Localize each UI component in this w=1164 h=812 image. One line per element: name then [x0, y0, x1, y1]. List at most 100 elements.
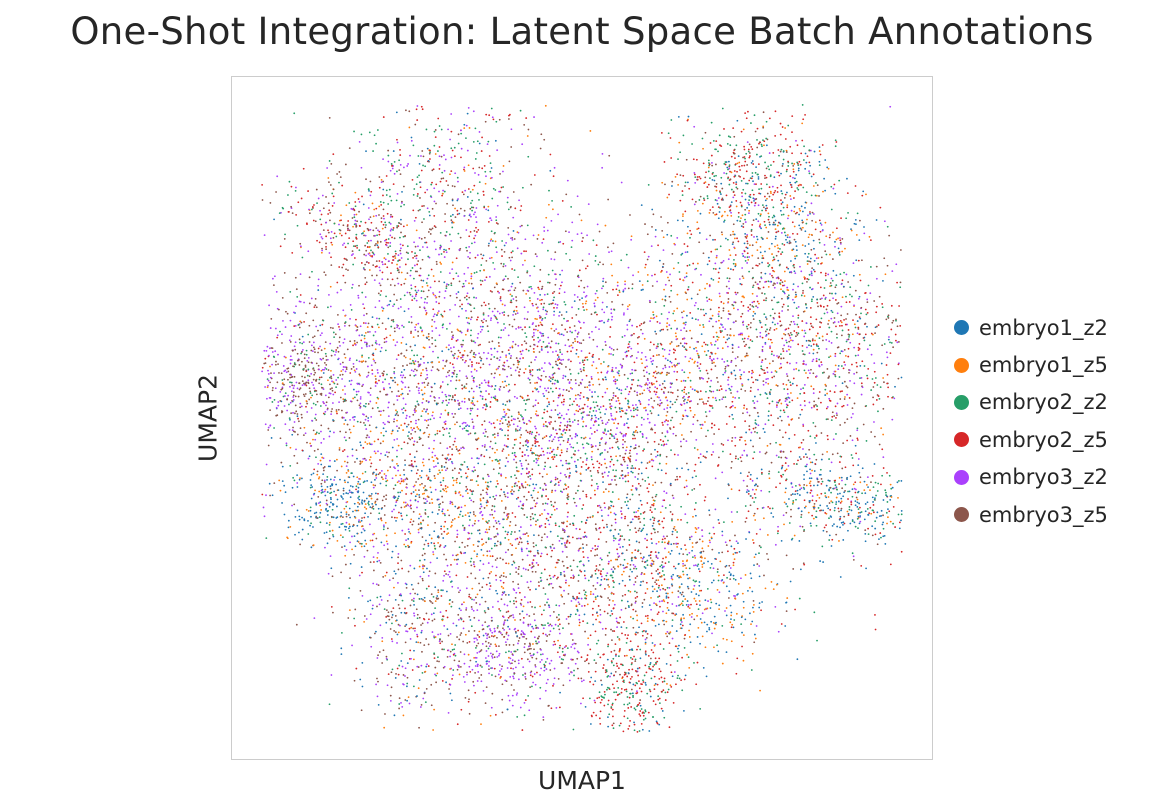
scatter-point	[393, 160, 396, 163]
scatter-point	[349, 491, 351, 494]
scatter-point	[545, 375, 547, 378]
scatter-point	[360, 339, 363, 342]
scatter-point	[293, 363, 296, 366]
scatter-point	[648, 372, 651, 375]
scatter-point	[281, 342, 283, 344]
scatter-point	[520, 252, 523, 255]
scatter-point	[759, 226, 762, 229]
scatter-point	[780, 172, 782, 175]
scatter-point	[373, 450, 376, 453]
scatter-point	[650, 317, 652, 319]
scatter-point	[811, 469, 813, 472]
scatter-point	[528, 432, 531, 435]
scatter-point	[438, 280, 441, 283]
scatter-point	[777, 471, 780, 474]
scatter-point	[457, 349, 460, 352]
scatter-point	[557, 396, 560, 399]
scatter-point	[765, 120, 768, 123]
scatter-point	[543, 302, 546, 305]
scatter-point	[676, 467, 678, 470]
scatter-point	[490, 238, 493, 241]
scatter-point	[463, 168, 465, 171]
scatter-point	[729, 178, 732, 181]
scatter-point	[593, 420, 596, 423]
scatter-point	[812, 421, 815, 424]
scatter-point	[722, 307, 725, 310]
scatter-point	[461, 422, 464, 425]
scatter-point	[524, 486, 527, 489]
scatter-point	[632, 433, 634, 436]
scatter-point	[290, 358, 293, 361]
scatter-point	[352, 344, 354, 347]
scatter-point	[684, 323, 687, 326]
scatter-point	[797, 169, 800, 172]
scatter-point	[433, 130, 436, 133]
scatter-point	[415, 254, 418, 257]
scatter-point	[318, 368, 320, 371]
scatter-point	[732, 223, 735, 226]
scatter-point	[424, 297, 427, 300]
scatter-point	[718, 326, 721, 329]
scatter-point	[418, 364, 421, 367]
scatter-point	[483, 379, 486, 382]
scatter-point	[412, 193, 415, 196]
scatter-point	[467, 164, 470, 167]
scatter-point	[695, 390, 698, 393]
scatter-point	[440, 128, 443, 131]
scatter-point	[422, 290, 425, 293]
scatter-point	[715, 320, 718, 323]
scatter-point	[517, 276, 519, 279]
scatter-point	[534, 440, 537, 442]
scatter-point	[614, 380, 617, 383]
scatter-point	[651, 208, 654, 211]
scatter-point	[747, 335, 750, 338]
scatter-point	[580, 219, 583, 222]
scatter-point	[365, 281, 368, 284]
scatter-point	[322, 319, 325, 322]
scatter-point	[442, 479, 445, 482]
scatter-point	[703, 350, 706, 353]
scatter-point	[281, 296, 284, 299]
scatter-point	[710, 453, 713, 456]
scatter-point	[827, 167, 830, 170]
scatter-point	[642, 449, 645, 452]
scatter-point	[441, 381, 444, 383]
scatter-point	[587, 397, 590, 400]
scatter-point	[558, 394, 561, 397]
scatter-point	[465, 298, 468, 301]
scatter-point	[548, 375, 551, 378]
scatter-point	[374, 361, 377, 364]
scatter-point	[633, 434, 636, 437]
scatter-point	[443, 421, 446, 424]
scatter-point	[393, 418, 396, 421]
scatter-point	[748, 179, 751, 182]
scatter-point	[495, 368, 498, 371]
scatter-point	[711, 405, 713, 407]
scatter-point	[549, 169, 552, 172]
scatter-point	[660, 132, 663, 134]
scatter-point	[537, 414, 539, 417]
scatter-point	[453, 440, 456, 443]
scatter-point	[522, 357, 524, 359]
scatter-point	[293, 421, 296, 423]
scatter-point	[443, 250, 445, 253]
scatter-point	[636, 409, 639, 412]
scatter-point	[464, 189, 467, 192]
scatter-point	[358, 334, 361, 337]
scatter-point	[676, 307, 679, 310]
scatter-point	[389, 215, 392, 218]
scatter-point	[633, 332, 635, 335]
scatter-point	[280, 461, 283, 464]
scatter-point	[554, 283, 557, 286]
scatter-point	[796, 187, 799, 189]
scatter-point	[454, 423, 456, 426]
scatter-point	[427, 289, 430, 292]
scatter-point	[755, 328, 758, 331]
scatter-point	[639, 430, 642, 433]
scatter-point	[661, 181, 664, 184]
scatter-point	[669, 360, 672, 363]
scatter-point	[519, 281, 522, 284]
scatter-point	[730, 188, 733, 191]
scatter-point	[497, 336, 500, 339]
scatter-point	[727, 267, 730, 270]
